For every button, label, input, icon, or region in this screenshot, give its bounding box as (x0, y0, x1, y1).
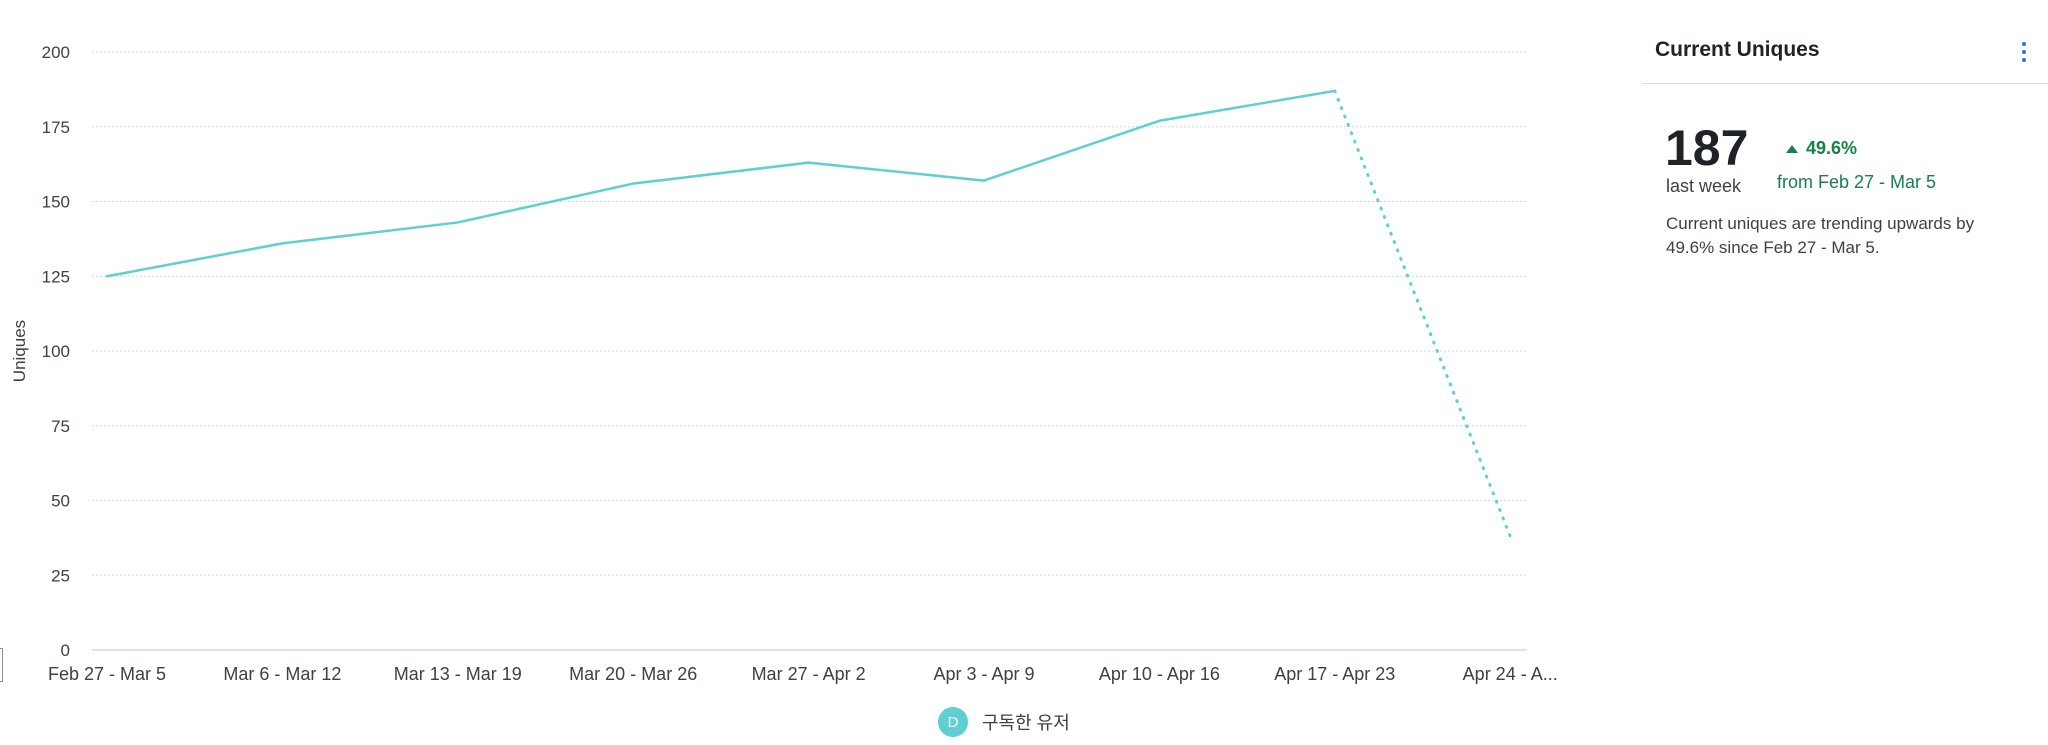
y-tick-label: 75 (51, 417, 70, 436)
y-tick-label: 125 (42, 267, 70, 286)
y-axis-label: Uniques (10, 320, 29, 382)
more-options-icon[interactable] (2020, 42, 2028, 62)
legend-badge: D (938, 707, 968, 737)
x-tick-label: Mar 13 - Mar 19 (394, 664, 522, 684)
x-tick-label: Apr 24 - A... (1463, 664, 1558, 684)
data-point[interactable] (1150, 112, 1168, 130)
y-tick-label: 0 (61, 641, 70, 660)
data-point[interactable] (273, 234, 291, 252)
y-tick-label: 175 (42, 118, 70, 137)
x-tick-label: Apr 3 - Apr 9 (933, 664, 1034, 684)
panel-header: Current Uniques (1642, 0, 2048, 84)
delta-percent: 49.6% (1806, 138, 1858, 158)
series-line-incomplete (1333, 89, 1512, 538)
y-tick-label: 100 (42, 342, 70, 361)
trend-up-icon (1786, 144, 1798, 153)
data-point[interactable] (975, 172, 993, 190)
chart-svg: 0 25 50 75 100 125 150 175 200 Uniques Feb 27 - Ma… (10, 43, 1558, 684)
x-tick-label: Mar 20 - Mar 26 (569, 664, 697, 684)
panel-title: Current Uniques (1655, 38, 1820, 61)
y-tick-label: 200 (42, 43, 70, 62)
value-period: last week (1666, 176, 1742, 196)
current-value: 187 (1665, 120, 1749, 176)
x-tick-label: Mar 27 - Apr 2 (752, 664, 866, 684)
y-tick-label: 25 (51, 566, 70, 585)
data-point[interactable] (1501, 527, 1519, 545)
line-chart: 0 25 50 75 100 125 150 175 200 Uniques Feb 27 - Ma… (0, 43, 1558, 738)
legend-label: 구독한 유저 (982, 713, 1070, 733)
data-point[interactable] (98, 267, 116, 285)
current-uniques-panel: Current Uniques 187 last week 49.6% from… (1642, 0, 2048, 745)
delta-comparison: from Feb 27 - Mar 5 (1777, 172, 1937, 192)
x-tick-label: Apr 10 - Apr 16 (1099, 664, 1220, 684)
x-tick-label: Feb 27 - Mar 5 (48, 664, 166, 684)
left-edge-control[interactable] (0, 648, 3, 682)
data-point[interactable] (449, 213, 467, 231)
y-tick-label: 50 (51, 492, 70, 511)
y-tick-label: 150 (42, 193, 70, 212)
data-point[interactable] (800, 154, 818, 172)
x-tick-label: Apr 17 - Apr 23 (1274, 664, 1395, 684)
trend-description: Current uniques are trending upwards by … (1666, 214, 1975, 257)
delta-indicator: 49.6% (1786, 138, 1857, 159)
x-tick-label: Mar 6 - Mar 12 (223, 664, 341, 684)
series-line (105, 89, 1337, 278)
data-point[interactable] (624, 175, 642, 193)
chart-legend[interactable]: D 구독한 유저 (938, 706, 1070, 738)
data-point[interactable] (1326, 82, 1344, 100)
